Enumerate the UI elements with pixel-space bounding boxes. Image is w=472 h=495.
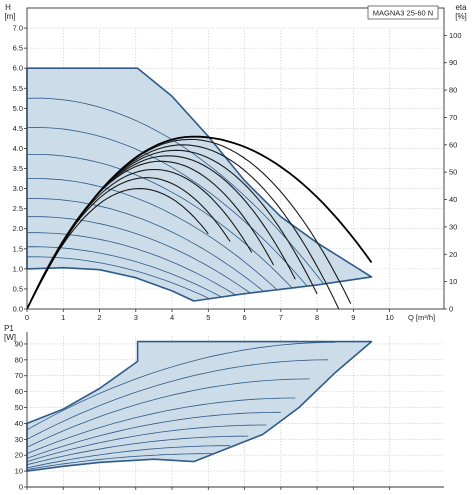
eta-y-tick-label-6: 60 bbox=[449, 140, 457, 149]
head-curve-1 bbox=[27, 126, 327, 301]
head-curve-5 bbox=[27, 216, 273, 301]
power-y-tick-label-8: 80 bbox=[15, 355, 23, 364]
eta-y-tick-label-8: 80 bbox=[449, 86, 457, 95]
head-x-tick-label-9: 9 bbox=[351, 313, 355, 322]
eta-y-tick-label-3: 30 bbox=[449, 222, 457, 231]
head-y-tick-label-0: 0.0 bbox=[13, 305, 23, 314]
head-y-tick-label-10: 5.0 bbox=[13, 104, 23, 113]
head-y-tick-label-7: 3.5 bbox=[13, 164, 23, 173]
eta-y-tick-label-2: 20 bbox=[449, 250, 457, 259]
power-curve-8 bbox=[27, 453, 212, 470]
eta-y-tick-label-0: 0 bbox=[449, 305, 453, 314]
head-x-tick-label-3: 3 bbox=[134, 313, 138, 322]
head-y-tick-label-4: 2.0 bbox=[13, 224, 23, 233]
eta-y-tick-label-4: 40 bbox=[449, 195, 457, 204]
power-y-tick-label-2: 20 bbox=[15, 451, 23, 460]
head-x-tick-label-6: 6 bbox=[242, 313, 246, 322]
power-axis-unit: [W] bbox=[4, 333, 16, 342]
eta-y-tick-label-1: 10 bbox=[449, 277, 457, 286]
head-y-tick-label-3: 1.5 bbox=[13, 244, 23, 253]
head-axis-unit: [m] bbox=[4, 12, 15, 21]
eta-axis-unit: [%] bbox=[455, 12, 467, 21]
head-y-tick-label-6: 3.0 bbox=[13, 184, 23, 193]
head-plot-frame bbox=[26, 7, 445, 310]
title-box bbox=[367, 5, 439, 20]
head-axis-label: H bbox=[5, 3, 11, 12]
eta-y-tick-label-9: 90 bbox=[449, 58, 457, 67]
head-y-tick-label-14: 7.0 bbox=[13, 24, 23, 33]
power-curve-6 bbox=[27, 435, 249, 466]
head-curve-4 bbox=[27, 198, 285, 301]
head-curve-2 bbox=[27, 154, 312, 301]
power-y-tick-label-0: 0 bbox=[19, 483, 23, 492]
power-curve-1 bbox=[27, 359, 329, 440]
eta-axis-label: eta bbox=[455, 3, 467, 12]
head-y-tick-label-8: 4.0 bbox=[13, 144, 23, 153]
head-y-tick-label-11: 5.5 bbox=[13, 84, 23, 93]
power-curve-7 bbox=[27, 445, 231, 469]
head-x-tick-label-2: 2 bbox=[97, 313, 101, 322]
head-curve-0 bbox=[27, 97, 343, 301]
head-curve-8 bbox=[27, 256, 231, 301]
chart-title: MAGNA3 25-60 N bbox=[373, 9, 433, 18]
power-curve-3 bbox=[27, 397, 296, 454]
power-curve-2 bbox=[27, 378, 310, 448]
flow-axis-label: Q [m³/h] bbox=[408, 313, 435, 322]
eta-y-tick-label-10: 100 bbox=[449, 31, 462, 40]
head-x-tick-label-0: 0 bbox=[25, 313, 29, 322]
power-curve-0 bbox=[27, 342, 336, 431]
power-y-tick-label-1: 10 bbox=[15, 467, 23, 476]
power-y-tick-label-3: 30 bbox=[15, 435, 23, 444]
power-y-tick-label-6: 60 bbox=[15, 387, 23, 396]
head-y-tick-label-5: 2.5 bbox=[13, 204, 23, 213]
head-curve-3 bbox=[27, 178, 298, 301]
eta-y-tick-label-7: 70 bbox=[449, 113, 457, 122]
head-x-tick-label-8: 8 bbox=[315, 313, 319, 322]
head-curve-6 bbox=[27, 232, 258, 301]
head-x-tick-label-4: 4 bbox=[170, 313, 174, 322]
head-x-tick-label-1: 1 bbox=[61, 313, 65, 322]
head-x-tick-label-10: 10 bbox=[385, 313, 393, 322]
power-curve-4 bbox=[27, 411, 281, 459]
head-x-tick-label-7: 7 bbox=[279, 313, 283, 322]
power-y-tick-label-5: 50 bbox=[15, 403, 23, 412]
head-y-tick-label-13: 6.5 bbox=[13, 44, 23, 53]
head-y-tick-label-9: 4.5 bbox=[13, 124, 23, 133]
power-y-tick-label-7: 70 bbox=[15, 371, 23, 380]
head-plot: 0 1 2 3 4 5 6 7 8 9 10 0.0 0.5 1.0 1.5 2.0 2.5 3.0 3.5 4.0 4… bbox=[4, 3, 467, 322]
head-y-tick-label-2: 1.0 bbox=[13, 264, 23, 273]
head-y-tick-label-12: 6.0 bbox=[13, 64, 23, 73]
power-operating-region bbox=[26, 340, 373, 472]
power-axis-label: P1 bbox=[4, 324, 14, 333]
eta-y-tick-label-5: 50 bbox=[449, 168, 457, 177]
head-y-tick-label-1: 0.5 bbox=[13, 284, 23, 293]
power-curve-5 bbox=[27, 424, 267, 462]
efficiency-max-curve bbox=[26, 135, 373, 310]
head-x-tick-label-5: 5 bbox=[206, 313, 210, 322]
power-y-tick-label-9: 90 bbox=[15, 339, 23, 348]
power-y-tick-label-4: 40 bbox=[15, 419, 23, 428]
head-curve-7 bbox=[27, 246, 244, 301]
